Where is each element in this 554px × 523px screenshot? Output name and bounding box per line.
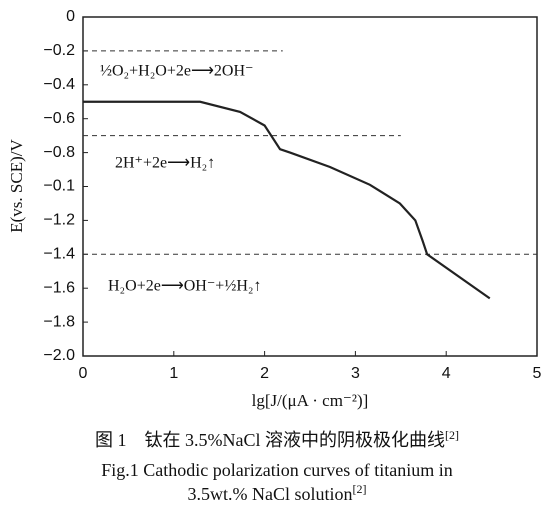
y-tick-label: 0 (66, 8, 75, 25)
y-tick-label: −0.8 (43, 144, 75, 161)
x-tick-label: 5 (533, 365, 542, 382)
caption-cn: 图 1 钛在 3.5%NaCl 溶液中的阴极极化曲线[2] (95, 428, 459, 450)
y-tick-label: −1.8 (43, 313, 75, 330)
y-tick-label: −2.0 (43, 347, 75, 364)
x-tick-label: 0 (79, 365, 88, 382)
caption-en: 3.5wt.% NaCl solution[2] (188, 482, 367, 504)
x-tick-label: 2 (260, 365, 269, 382)
y-axis-label: E(vs. SCE)/V (7, 139, 26, 233)
y-tick-label: −1.2 (43, 212, 75, 229)
y-tick-label: −0.4 (43, 76, 75, 93)
caption-cn-text: 图 1 钛在 3.5%NaCl 溶液中的阴极极化曲线 (95, 430, 445, 450)
curve (83, 100, 491, 300)
x-axis-label: lg[J/(μA · cm⁻²)] (252, 391, 369, 410)
y-tick-label: −1.4 (43, 246, 75, 263)
y-tick-label: −0.6 (43, 110, 75, 127)
x-tick-label: 1 (169, 365, 178, 382)
caption-en: Fig.1 Cathodic polarization curves of ti… (101, 460, 452, 480)
caption-ref: [2] (445, 428, 459, 442)
caption-en-text: 3.5wt.% NaCl solution (188, 484, 353, 504)
annotation: 2H⁺+2e⟶H₂↑ (115, 155, 215, 172)
y-tick-label: −0.1 (43, 178, 75, 195)
annotation: ½O₂+H₂O+2e⟶2OH⁻ (100, 63, 253, 80)
y-tick-label: −1.6 (43, 279, 75, 296)
caption-ref: [2] (353, 482, 367, 496)
y-tick-label: −0.2 (43, 42, 75, 59)
annotation: H₂O+2e⟶OH⁻+½H₂↑ (108, 278, 261, 295)
x-tick-label: 3 (351, 365, 360, 382)
x-tick-label: 4 (442, 365, 451, 382)
